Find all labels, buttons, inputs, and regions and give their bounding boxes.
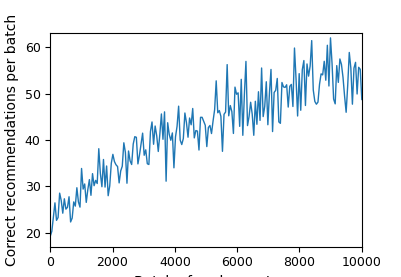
Y-axis label: Correct recommendations per batch: Correct recommendations per batch	[5, 14, 19, 266]
X-axis label: Batch of rank events: Batch of rank events	[134, 275, 277, 277]
